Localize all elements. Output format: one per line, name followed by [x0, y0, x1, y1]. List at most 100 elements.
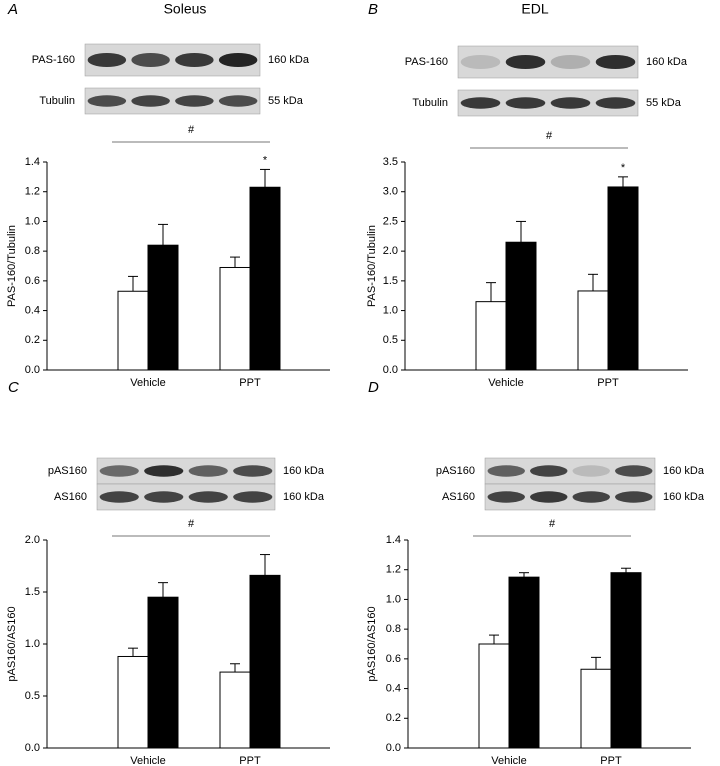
blot-band	[615, 465, 653, 477]
y-tick-label: 0.6	[25, 275, 40, 287]
blot-label: PAS-160	[405, 56, 448, 68]
y-tick-label: 0.5	[25, 690, 40, 702]
blot-band	[572, 465, 610, 477]
significance-mark: #	[546, 130, 553, 142]
y-tick-label: 2.5	[383, 215, 398, 227]
y-axis-label: PAS-160/Tubulin	[366, 225, 378, 307]
y-tick-label: 0.6	[386, 653, 401, 665]
x-tick-label: PPT	[239, 755, 261, 766]
blot-size: 160 kDa	[663, 491, 705, 503]
asterisk: *	[263, 154, 268, 166]
y-tick-label: 0.0	[25, 364, 40, 376]
bar	[117, 655, 149, 749]
blot-label: pAS160	[48, 465, 87, 477]
blot-band	[487, 465, 525, 477]
y-axis-label: pAS160/AS160	[6, 606, 18, 681]
significance-mark: #	[188, 124, 195, 136]
panel: A Soleus PAS-160 160 kDa Tubulin 55 kDa 0.0 0.2…	[6, 1, 330, 389]
y-tick-label: 0.0	[25, 742, 40, 754]
bar	[478, 643, 510, 749]
x-tick-label: PPT	[600, 755, 622, 766]
blot-band	[505, 54, 546, 70]
significance-mark: #	[549, 518, 556, 530]
blot-band	[550, 97, 591, 109]
bar	[577, 290, 609, 371]
blot-band	[487, 491, 525, 503]
y-tick-label: 2.0	[383, 245, 398, 257]
blot-band	[550, 54, 591, 70]
asterisk: *	[621, 162, 626, 174]
blot-band	[233, 465, 273, 477]
blot-label: pAS160	[436, 465, 475, 477]
blot-band	[175, 52, 214, 68]
blot-band	[99, 465, 139, 477]
x-tick-label: PPT	[239, 377, 261, 389]
blot-band	[218, 52, 258, 68]
y-tick-label: 0.0	[386, 742, 401, 754]
y-tick-label: 2.0	[25, 534, 40, 546]
blot-band	[530, 491, 568, 503]
y-tick-label: 1.5	[25, 586, 40, 598]
blot-label: Tubulin	[39, 95, 75, 107]
y-tick-label: 0.2	[25, 334, 40, 346]
y-axis-label: pAS160/AS160	[366, 606, 378, 681]
blot-band	[87, 95, 127, 107]
y-tick-label: 1.0	[386, 593, 401, 605]
panel: B EDL PAS-160 160 kDa Tubulin 55 kDa 0.0 0.5 1.0…	[366, 1, 688, 389]
panel-label: A	[7, 1, 18, 18]
y-axis-label: PAS-160/Tubulin	[6, 225, 18, 307]
blot-band	[572, 491, 610, 503]
y-tick-label: 1.5	[383, 275, 398, 287]
bar	[219, 671, 251, 749]
blot-band	[233, 491, 273, 503]
y-tick-label: 0.8	[25, 245, 40, 257]
blot-band	[595, 54, 636, 70]
y-tick-label: 1.0	[25, 638, 40, 650]
y-tick-label: 1.4	[386, 534, 401, 546]
bar	[147, 244, 179, 371]
bar	[607, 186, 639, 371]
bar	[580, 668, 612, 749]
bar	[508, 576, 540, 749]
significance-mark: #	[188, 518, 195, 530]
x-tick-label: Vehicle	[130, 755, 165, 766]
blot-band	[530, 465, 568, 477]
bar	[117, 290, 149, 371]
blot-label: AS160	[442, 491, 475, 503]
panel-label: B	[368, 1, 378, 18]
blot-label: AS160	[54, 491, 87, 503]
y-tick-label: 3.5	[383, 156, 398, 168]
panel-label: D	[368, 379, 379, 396]
blot-band	[460, 54, 501, 70]
blot-size: 160 kDa	[646, 56, 688, 68]
bar	[249, 574, 281, 749]
bar	[505, 241, 537, 371]
y-tick-label: 0.0	[383, 364, 398, 376]
y-tick-label: 1.0	[383, 304, 398, 316]
blot-band	[175, 95, 214, 107]
blot-band	[131, 95, 170, 107]
x-tick-label: Vehicle	[488, 377, 523, 389]
y-tick-label: 1.2	[386, 564, 401, 576]
blot-size: 160 kDa	[268, 54, 310, 66]
blot-band	[144, 465, 184, 477]
blot-band	[87, 52, 127, 68]
blot-size: 55 kDa	[268, 95, 304, 107]
bar	[610, 572, 642, 749]
blot-size: 160 kDa	[283, 465, 325, 477]
blot-band	[99, 491, 139, 503]
y-tick-label: 0.8	[386, 623, 401, 635]
x-tick-label: Vehicle	[491, 755, 526, 766]
y-tick-label: 0.2	[386, 712, 401, 724]
y-tick-label: 0.5	[383, 334, 398, 346]
blot-band	[218, 95, 258, 107]
blot-size: 160 kDa	[663, 465, 705, 477]
y-tick-label: 1.0	[25, 215, 40, 227]
y-tick-label: 0.4	[25, 304, 40, 316]
bar	[219, 266, 251, 371]
blot-band	[131, 52, 170, 68]
x-tick-label: PPT	[597, 377, 619, 389]
